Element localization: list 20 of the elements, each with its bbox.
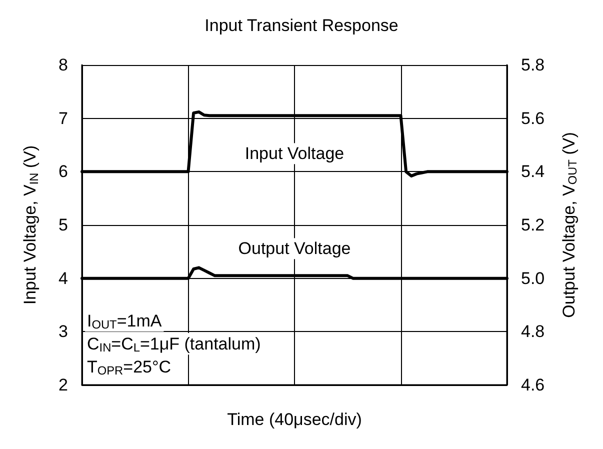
y-tick-label: 8 xyxy=(58,56,68,74)
y2-tick-label: 4.8 xyxy=(521,322,545,342)
y2-axis-title: Output Voltage, VOUT (V) xyxy=(559,132,580,318)
y-tick-label: 7 xyxy=(58,108,68,128)
y-tick-label: 4 xyxy=(58,268,68,288)
series-label: Input Voltage xyxy=(244,144,344,164)
y-tick-label: 6 xyxy=(58,162,68,182)
y2-tick-label: 5.6 xyxy=(521,108,545,128)
y-tick-label: 3 xyxy=(58,322,68,342)
y2-tick-label: 5.2 xyxy=(521,216,545,234)
y-tick-label: 2 xyxy=(58,376,68,394)
chart-title: Input Transient Response xyxy=(204,16,398,35)
y-tick-label: 5 xyxy=(58,216,68,234)
series-label: Output Voltage xyxy=(238,239,351,258)
y2-tick-label: 4.6 xyxy=(521,376,545,394)
y2-tick-label: 5.4 xyxy=(521,162,545,182)
y2-tick-label: 5.8 xyxy=(521,56,545,74)
y2-tick-label: 5.0 xyxy=(521,268,545,288)
y-axis-title: Input Voltage, VIN (V) xyxy=(20,145,41,305)
x-axis-title: Time (40μsec/div) xyxy=(227,410,362,429)
